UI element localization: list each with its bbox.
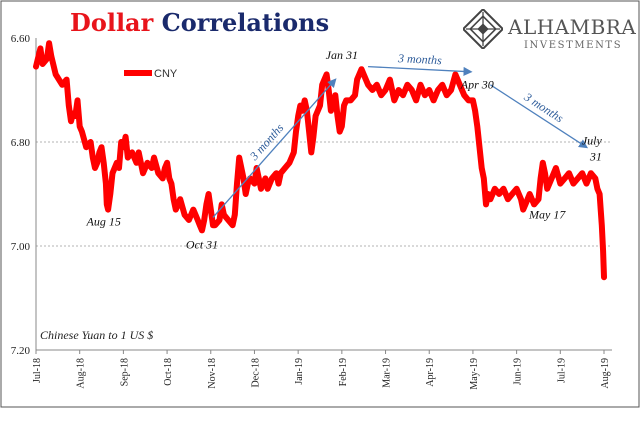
brand-logo-block: ALHAMBRA INVESTMENTS xyxy=(458,6,637,56)
annotation-6: 31 xyxy=(589,149,602,163)
x-tick-label-13: Aug-19 xyxy=(600,358,611,389)
brand-subtitle: INVESTMENTS xyxy=(524,40,623,51)
alhambra-logo-icon xyxy=(463,9,503,49)
arrow-line-1 xyxy=(368,65,473,76)
chart-title-part2: Correlations xyxy=(161,8,330,37)
brand-name: ALHAMBRA xyxy=(508,15,637,39)
x-tick-label-11: Jun-19 xyxy=(513,358,524,385)
x-tick-label-10: May-19 xyxy=(469,358,480,390)
annotation-1: Oct 31 xyxy=(186,237,218,251)
x-tick-label-5: Dec-18 xyxy=(250,358,261,387)
arrow-line-0 xyxy=(212,78,337,218)
axis-note: Chinese Yuan to 1 US $ xyxy=(40,328,153,342)
x-tick-label-0: Jul-18 xyxy=(32,358,43,383)
y-tick-label-2: 7.00 xyxy=(11,241,31,253)
outer-border xyxy=(0,0,640,408)
x-tick-label-6: Jan-19 xyxy=(294,358,305,385)
x-tick-label-8: Mar-19 xyxy=(382,358,393,388)
annotation-5: July xyxy=(582,133,603,147)
annotation-2: Jan 31 xyxy=(326,48,358,62)
x-tick-label-7: Feb-19 xyxy=(338,358,349,386)
x-tick-label-9: Apr-19 xyxy=(425,358,436,387)
annotation-4: May 17 xyxy=(528,207,566,221)
chart-title-part1: Dollar xyxy=(70,8,154,37)
series-line-cny xyxy=(33,40,607,281)
x-tick-label-1: Aug-18 xyxy=(76,358,87,389)
arrow-label-1: 3 months xyxy=(397,51,443,67)
legend-label-cny: CNY xyxy=(154,68,178,80)
x-tick-label-12: Jul-19 xyxy=(556,358,567,383)
annotation-3: Apr 30 xyxy=(460,77,494,91)
arrow-line-2 xyxy=(490,84,589,149)
x-tick-label-4: Nov-18 xyxy=(207,358,218,389)
x-tick-label-3: Oct-18 xyxy=(163,358,174,386)
y-tick-label-0: 6.60 xyxy=(11,33,31,45)
y-tick-label-3: 7.20 xyxy=(11,345,31,357)
x-tick-label-2: Sep-18 xyxy=(119,358,130,386)
y-tick-label-1: 6.80 xyxy=(11,137,31,149)
chart-title: Dollar Correlations xyxy=(70,8,329,38)
annotation-0: Aug 15 xyxy=(86,215,121,229)
